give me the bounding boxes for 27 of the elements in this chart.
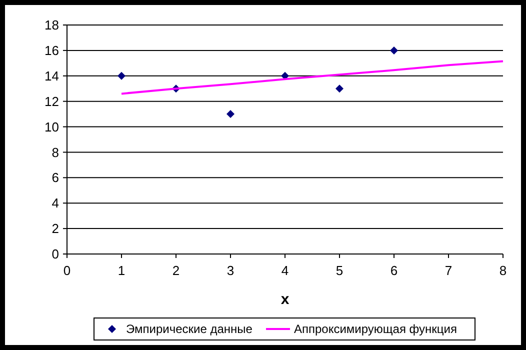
y-tick-label: 16 bbox=[44, 42, 59, 58]
point bbox=[390, 46, 398, 54]
line-series bbox=[120, 60, 504, 95]
y-tick-label: 2 bbox=[52, 221, 59, 236]
point bbox=[226, 110, 234, 118]
y-tick-label: 8 bbox=[52, 144, 59, 160]
y-tick-label: 0 bbox=[52, 246, 59, 262]
x-axis-title: x bbox=[280, 291, 290, 308]
y-tick-label: 10 bbox=[44, 119, 59, 134]
legend-label: Аппроксимирующая функция bbox=[294, 322, 457, 336]
point bbox=[336, 84, 344, 93]
y-tick-label: 14 bbox=[44, 68, 59, 84]
x-tick-label: 2 bbox=[172, 263, 180, 278]
point bbox=[118, 72, 126, 80]
x-tick-label: 8 bbox=[499, 263, 507, 278]
x-tick-label: 3 bbox=[226, 263, 234, 278]
x-tick-label: 0 bbox=[63, 263, 71, 278]
x-tick-label: 7 bbox=[444, 263, 452, 278]
x-tick-label: 1 bbox=[118, 263, 126, 278]
y-tick-label: 18 bbox=[44, 18, 59, 33]
x-tick-label: 6 bbox=[390, 263, 398, 278]
y-tick-label: 12 bbox=[44, 94, 59, 109]
y-tick-label: 4 bbox=[52, 196, 59, 211]
y-tick-label: 6 bbox=[52, 170, 59, 186]
x-tick-label: 4 bbox=[281, 263, 289, 278]
x-tick-label: 5 bbox=[336, 263, 344, 278]
legend-label: Эмпирические данные bbox=[126, 322, 253, 336]
